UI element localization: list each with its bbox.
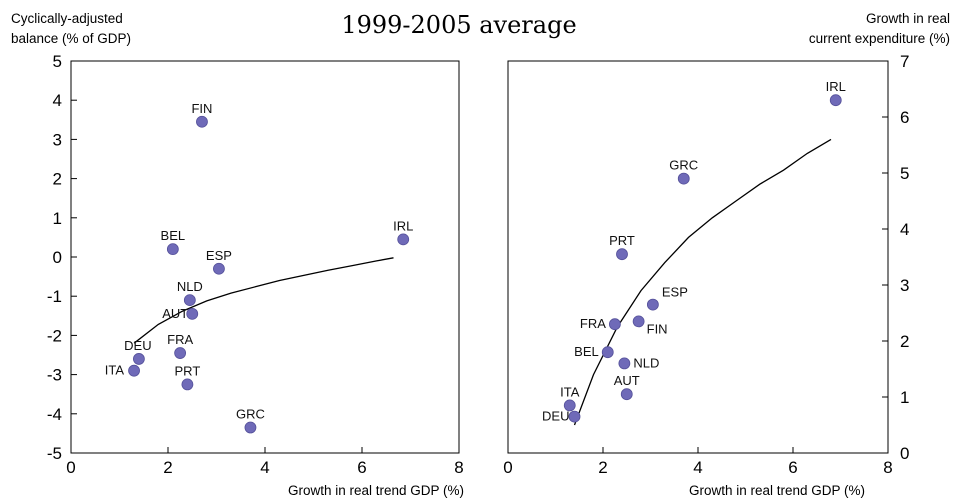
left-x-tick-label: 6 — [357, 458, 366, 477]
left-x-tick-label: 4 — [260, 458, 269, 477]
left-point-label-grc: GRC — [236, 407, 265, 422]
right-point-grc — [677, 172, 690, 185]
right-point-label-esp: ESP — [662, 285, 688, 300]
left-point-nld — [183, 294, 196, 307]
right-point-label-prt: PRT — [609, 233, 635, 248]
left-plot-frame — [70, 60, 460, 454]
right-point-deu — [568, 410, 581, 423]
left-x-tick-label: 8 — [454, 458, 463, 477]
left-x-tick-label: 2 — [163, 458, 172, 477]
left-y-tick-label: 2 — [53, 170, 62, 189]
right-point-label-fra: FRA — [580, 316, 606, 331]
left-point-label-aut: AUT — [162, 306, 188, 321]
right-point-label-fin: FIN — [647, 321, 668, 336]
right-x-tick-label: 8 — [883, 458, 892, 477]
right-point-irl — [829, 94, 842, 107]
left-point-label-bel: BEL — [161, 228, 186, 243]
figure-title: 1999-2005 average — [341, 11, 576, 39]
right-x-tick-label: 6 — [788, 458, 797, 477]
left-axis-ticks: 0 2 4 6 8 -5 -4 -3 -2 -1 0 1 2 3 4 5 — [47, 52, 464, 477]
left-y-axis-title-line2: balance (% of GDP) — [11, 31, 131, 46]
right-point-aut — [620, 388, 633, 401]
right-y-tick-label: 6 — [900, 108, 909, 127]
right-y-tick-label: 0 — [900, 444, 909, 463]
right-point-label-ita: ITA — [560, 384, 580, 399]
right-y-axis-title-line1: Growth in real — [866, 11, 950, 26]
left-chart: Cyclically-adjusted balance (% of GDP) 0… — [11, 11, 464, 498]
right-trend-line — [573, 138, 832, 426]
left-point-ita — [128, 364, 140, 377]
right-y-tick-label: 4 — [900, 220, 909, 239]
right-point-label-aut: AUT — [614, 373, 640, 388]
left-point-label-fin: FIN — [191, 101, 212, 116]
right-point-bel — [601, 346, 614, 359]
left-y-tick-label: 0 — [53, 248, 62, 267]
left-x-axis-title: Growth in real trend GDP (%) — [288, 483, 464, 498]
right-y-tick-label: 5 — [900, 164, 909, 183]
right-y-tick-label: 7 — [900, 52, 909, 71]
left-point-irl — [397, 233, 410, 246]
left-point-aut — [186, 307, 199, 320]
right-y-tick-label: 3 — [900, 276, 909, 295]
left-y-tick-label: -3 — [47, 366, 62, 385]
left-y-tick-label: 1 — [53, 209, 62, 228]
right-point-prt — [616, 248, 628, 261]
left-point-prt — [181, 378, 194, 391]
left-y-tick-label: -2 — [47, 326, 62, 345]
left-y-tick-label: 3 — [53, 130, 62, 149]
left-y-tick-label: -1 — [47, 287, 62, 306]
right-point-label-nld: NLD — [633, 355, 659, 370]
right-point-fra — [608, 318, 621, 331]
right-point-label-bel: BEL — [574, 344, 599, 359]
right-x-tick-label: 0 — [503, 458, 512, 477]
right-point-ita — [563, 399, 576, 412]
left-point-label-esp: ESP — [206, 248, 232, 263]
right-chart: Growth in real current expenditure (%) 0… — [503, 11, 950, 498]
right-point-label-deu: DEU — [542, 409, 569, 424]
left-point-fra — [174, 347, 187, 359]
right-point-fin — [632, 315, 645, 328]
right-x-tick-label: 2 — [598, 458, 607, 477]
right-data-points: IRL GRC PRT ESP FRA FIN BEL NLD AUT ITA DEU — [542, 79, 846, 423]
left-point-label-nld: NLD — [177, 279, 203, 294]
left-point-label-ita: ITA — [105, 363, 125, 378]
left-x-tick-label: 0 — [66, 458, 75, 477]
left-point-fin — [196, 115, 208, 128]
right-x-axis-title: Growth in real trend GDP (%) — [689, 483, 865, 498]
left-y-axis-title-line1: Cyclically-adjusted — [11, 11, 123, 26]
left-point-label-irl: IRL — [393, 218, 413, 233]
left-y-tick-label: 5 — [53, 52, 62, 71]
left-y-tick-label: 4 — [53, 91, 62, 110]
left-point-deu — [132, 353, 145, 365]
right-x-tick-label: 4 — [693, 458, 702, 477]
right-point-esp — [646, 298, 659, 311]
left-y-tick-label: -5 — [47, 444, 62, 463]
left-point-label-deu: DEU — [124, 338, 151, 353]
left-data-points: FIN BEL ESP IRL NLD AUT DEU FRA ITA PRT GRC — [105, 101, 413, 434]
right-point-label-irl: IRL — [826, 79, 846, 94]
left-y-tick-label: -4 — [47, 405, 62, 424]
left-point-esp — [213, 262, 225, 275]
right-point-nld — [618, 357, 631, 370]
right-y-tick-label: 2 — [900, 332, 909, 351]
right-y-axis-title-line2: current expenditure (%) — [809, 31, 950, 46]
left-point-grc — [244, 421, 257, 434]
right-y-tick-label: 1 — [900, 388, 909, 407]
left-point-bel — [166, 243, 179, 256]
left-point-label-fra: FRA — [167, 332, 193, 347]
right-point-label-grc: GRC — [669, 158, 698, 173]
left-trend-line — [133, 257, 394, 344]
left-point-label-prt: PRT — [175, 363, 201, 378]
